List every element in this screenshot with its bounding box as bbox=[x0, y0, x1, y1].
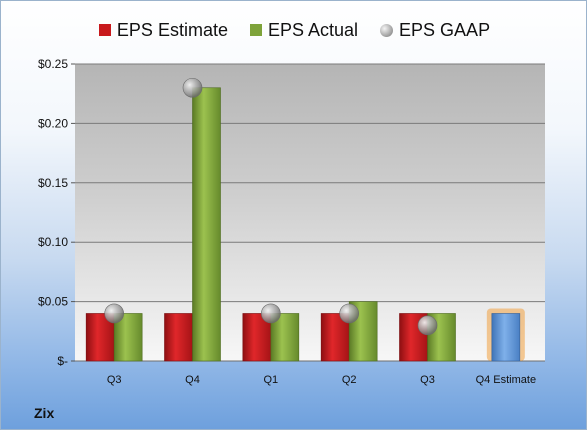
legend-marker bbox=[249, 24, 262, 36]
eps-chart: $- $0.05 $0.10 $0.15 $0.20 $0.25 Q3 Q4 Q1 Q2 Q3 Q4… bbox=[38, 57, 545, 386]
legend-label: EPS Estimate bbox=[116, 19, 228, 40]
plot-area bbox=[75, 64, 545, 361]
y-tick-label: $0.10 bbox=[38, 235, 68, 249]
x-tick-label: Q3 bbox=[107, 374, 122, 386]
gridlines bbox=[71, 63, 545, 362]
y-tick-label: $0.20 bbox=[38, 116, 68, 130]
legend-marker bbox=[380, 23, 394, 37]
marker-eps-gaap bbox=[104, 303, 124, 324]
marker-eps-gaap bbox=[339, 303, 359, 324]
bars-layer bbox=[85, 87, 525, 362]
y-tick-label: $0.25 bbox=[38, 57, 68, 71]
bar-q4-estimate bbox=[491, 313, 521, 362]
marker-eps-gaap bbox=[261, 303, 281, 324]
legend-item-eps-gaap: EPS GAAP bbox=[380, 20, 490, 41]
bar-eps-actual bbox=[192, 87, 221, 362]
marker-eps-gaap bbox=[417, 315, 438, 336]
x-tick-label: Q4 Estimate bbox=[476, 374, 537, 386]
y-tick-label: $- bbox=[57, 354, 68, 368]
x-tick-label: Q2 bbox=[342, 374, 357, 386]
legend-item-eps-actual: EPS Actual bbox=[249, 19, 359, 41]
bar-eps-estimate bbox=[164, 313, 193, 362]
chart-legend: EPS Estimate EPS Actual EPS GAAP bbox=[1, 17, 586, 43]
company-name: Zix bbox=[34, 405, 55, 421]
x-axis-ticks: Q3 Q4 Q1 Q2 Q3 Q4 Estimate bbox=[107, 374, 536, 386]
legend-marker bbox=[98, 24, 111, 36]
y-tick-label: $0.05 bbox=[38, 295, 68, 309]
legend-label: EPS GAAP bbox=[399, 19, 491, 40]
gaap-markers bbox=[104, 77, 438, 336]
y-tick-label: $0.15 bbox=[38, 176, 68, 190]
legend-item-eps-estimate: EPS Estimate bbox=[98, 19, 228, 41]
x-tick-label: Q1 bbox=[263, 374, 278, 386]
x-tick-label: Q4 bbox=[185, 374, 200, 386]
x-tick-label: Q3 bbox=[420, 374, 435, 386]
legend-label: EPS Actual bbox=[267, 19, 359, 40]
y-axis-ticks: $- $0.05 $0.10 $0.15 $0.20 $0.25 bbox=[38, 57, 68, 368]
marker-eps-gaap bbox=[182, 77, 203, 98]
